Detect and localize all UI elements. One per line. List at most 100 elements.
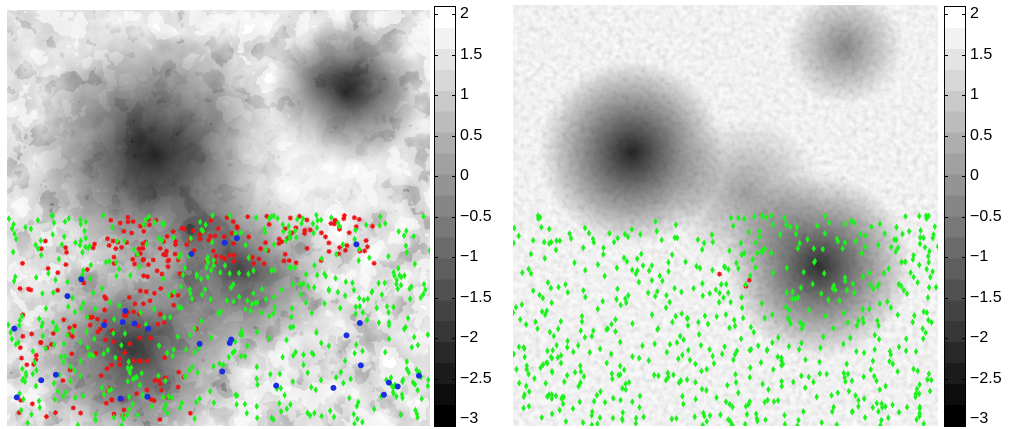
red-star-marker [137, 335, 143, 341]
green-diamond-marker [826, 296, 831, 304]
green-diamond-marker [533, 318, 538, 326]
green-diamond-marker [415, 341, 421, 349]
green-diamond-marker [205, 253, 211, 261]
red-star-marker [256, 256, 262, 262]
green-diamond-marker [319, 255, 325, 263]
green-diamond-marker [342, 357, 348, 365]
green-diamond-marker [208, 295, 213, 303]
green-diamond-marker [386, 308, 391, 316]
green-diamond-marker [38, 251, 44, 259]
green-diamond-marker [50, 230, 55, 238]
green-diamond-marker [411, 232, 416, 240]
green-diamond-marker [166, 291, 171, 299]
green-diamond-marker [254, 402, 259, 410]
blue-dot-marker [353, 241, 360, 248]
green-diamond-marker [876, 335, 882, 343]
green-diamond-marker [103, 258, 109, 266]
green-diamond-marker [62, 218, 68, 226]
green-diamond-marker [591, 397, 597, 405]
red-star-marker [109, 397, 115, 403]
green-diamond-marker [162, 405, 167, 413]
green-diamond-marker [555, 325, 561, 333]
green-diamond-marker [571, 348, 576, 356]
blue-dot-marker [101, 322, 108, 329]
blue-dot-marker [385, 379, 392, 386]
green-diamond-marker [51, 289, 56, 297]
red-star-marker [157, 311, 163, 317]
green-diamond-marker [540, 294, 546, 302]
green-diamond-marker [189, 363, 195, 371]
green-diamond-marker [171, 346, 176, 354]
green-diamond-marker [756, 342, 761, 350]
green-diamond-marker [267, 312, 272, 320]
green-diamond-marker [360, 418, 365, 426]
red-star-marker [144, 387, 150, 393]
green-diamond-marker [55, 326, 60, 334]
green-diamond-marker [171, 234, 176, 242]
green-diamond-marker [63, 388, 68, 396]
red-star-marker [67, 367, 73, 373]
green-diamond-marker [333, 373, 339, 381]
red-star-marker [230, 219, 236, 225]
blue-dot-marker [330, 384, 337, 391]
green-diamond-marker [125, 364, 130, 372]
tick-mark [944, 216, 948, 218]
green-diamond-marker [197, 218, 203, 226]
tick-mark [944, 135, 948, 137]
green-diamond-marker [412, 260, 418, 268]
red-star-marker [93, 350, 99, 356]
green-diamond-marker [589, 421, 594, 426]
green-diamond-marker [856, 317, 861, 325]
green-diamond-marker [582, 224, 588, 232]
green-diamond-marker [848, 217, 854, 225]
red-star-marker [187, 410, 193, 416]
red-star-marker [331, 221, 337, 227]
red-star-marker [126, 294, 132, 300]
green-diamond-marker [935, 242, 938, 250]
green-diamond-marker [211, 362, 216, 370]
red-star-marker [169, 292, 175, 298]
green-diamond-marker [819, 290, 824, 298]
red-star-marker [97, 326, 103, 332]
red-star-marker [197, 236, 203, 242]
colorbar-tick-label: −1.5 [460, 288, 492, 306]
green-diamond-marker [156, 372, 161, 380]
green-diamond-marker [895, 311, 900, 319]
green-diamond-marker [563, 418, 569, 426]
red-star-marker [246, 234, 252, 240]
green-diamond-marker [651, 371, 657, 379]
green-diamond-marker [18, 406, 24, 414]
green-diamond-marker [545, 393, 550, 401]
green-diamond-marker [130, 400, 136, 408]
green-diamond-marker [99, 384, 105, 392]
left-field-plot [7, 10, 430, 426]
green-diamond-marker [101, 391, 106, 399]
green-diamond-marker [303, 299, 309, 307]
green-diamond-marker [674, 414, 679, 422]
green-diamond-marker [355, 415, 360, 423]
green-diamond-marker [82, 227, 87, 235]
red-star-marker [156, 377, 162, 383]
green-diamond-marker [314, 224, 320, 232]
green-diamond-marker [105, 346, 111, 354]
green-diamond-marker [255, 381, 260, 389]
tick-mark [434, 14, 438, 15]
green-diamond-marker [876, 280, 881, 288]
green-diamond-marker [513, 239, 516, 247]
green-diamond-marker [83, 243, 88, 251]
left-field-image [7, 10, 430, 426]
green-diamond-marker [78, 216, 83, 224]
green-diamond-marker [119, 341, 124, 349]
green-diamond-marker [738, 239, 744, 247]
green-diamond-marker [925, 376, 930, 384]
red-star-marker [103, 337, 109, 343]
green-diamond-marker [106, 387, 111, 395]
green-diamond-marker [311, 229, 316, 237]
green-diamond-marker [197, 395, 202, 403]
green-diamond-marker [139, 369, 144, 377]
green-diamond-marker [65, 278, 70, 286]
green-diamond-marker [13, 273, 18, 281]
green-diamond-marker [341, 379, 346, 387]
red-star-marker [137, 223, 143, 229]
green-diamond-marker [758, 358, 764, 366]
